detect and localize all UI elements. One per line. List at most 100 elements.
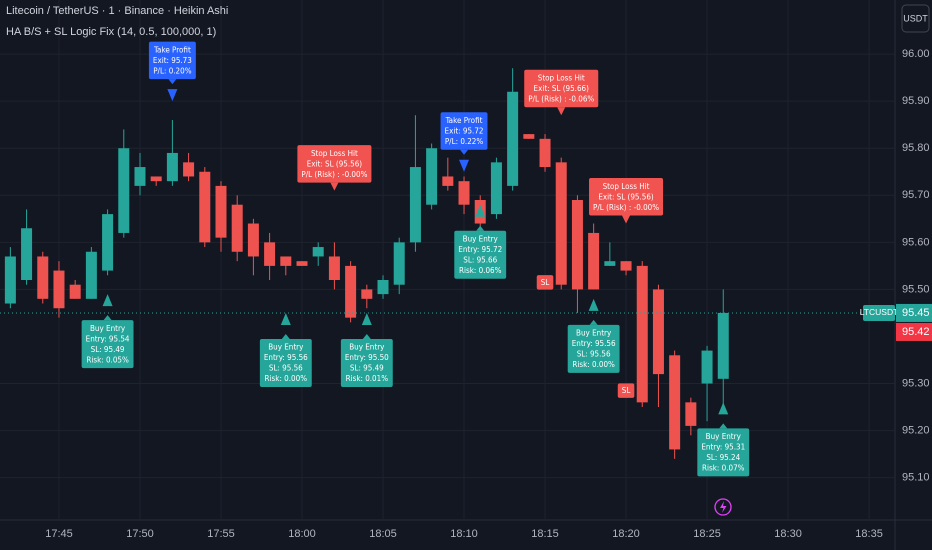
currency-label[interactable]: USDT [903, 13, 928, 23]
annotation-text: Exit: 95.73 [153, 56, 192, 65]
price-label: 95.42 [902, 326, 930, 338]
candle-body [102, 214, 114, 271]
annotation-text: Stop Loss Hit [311, 149, 358, 158]
annotation-tp: Take Profit Exit: 95.73P/L: 0.20% [148, 41, 196, 102]
box-pointer [557, 107, 566, 116]
annotation-text: Entry: 95.56 [264, 353, 308, 362]
annotation-text: SL: 95.56 [577, 350, 611, 359]
box-pointer [476, 225, 485, 231]
annotation-text: P/L: 0.22% [445, 137, 484, 146]
candle-body [669, 355, 681, 450]
y-tick-label: 96.00 [902, 48, 930, 60]
plot [0, 68, 895, 459]
box-pointer [622, 215, 631, 224]
x-tick-label: 18:35 [855, 528, 883, 540]
candle-body [620, 261, 632, 271]
symbol-line: Litecoin / TetherUS · 1 · Binance · Heik… [6, 5, 228, 17]
box-pointer [103, 315, 112, 321]
annotation-box [697, 428, 750, 477]
box-pointer [168, 79, 177, 85]
annotation-box [536, 275, 554, 290]
candle-body [555, 162, 567, 285]
buy-marker [588, 298, 599, 311]
candle-body [652, 289, 664, 375]
annotation-text: Risk: 0.07% [702, 464, 745, 473]
y-tick-label: 95.30 [902, 377, 930, 389]
alert-icon[interactable] [714, 498, 732, 516]
candle-body [604, 261, 616, 266]
alert-bolt [720, 501, 727, 513]
annotation-text: Buy Entry [349, 343, 385, 352]
annotation-text: P/L: 0.20% [153, 66, 192, 75]
candle-body [231, 204, 243, 252]
box-pointer [589, 319, 598, 325]
annotation-tp: Take Profit Exit: 95.72P/L: 0.22% [440, 112, 488, 172]
annotation-text: Entry: 95.50 [345, 353, 389, 362]
annotation-text: P/L (Risk) : -0.06% [528, 95, 594, 104]
annotation-text: Risk: 0.00% [265, 374, 308, 383]
candle-body [199, 171, 211, 243]
annotation-tag: SL [536, 275, 554, 290]
annotation-text: SL: 95.66 [463, 255, 497, 264]
y-tick-label: 95.80 [902, 142, 930, 154]
annotation-text: SL [622, 386, 631, 395]
candle-body [312, 247, 324, 257]
annotation-text: Take Profit [445, 116, 483, 125]
candle-body [150, 176, 162, 182]
candle-body [701, 350, 713, 384]
x-tick-label: 17:45 [45, 528, 73, 540]
candle-body [571, 200, 583, 290]
annotation-box [148, 41, 196, 80]
annotation-text: Entry: 95.31 [701, 443, 745, 452]
annotation-box [617, 383, 635, 398]
candle-body [328, 256, 340, 280]
y-tick-label: 95.10 [902, 472, 930, 484]
y-tick-label: 95.60 [902, 236, 930, 248]
candle-body [345, 265, 357, 318]
annotation-text: Exit: SL (95.56) [598, 192, 654, 201]
box-pointer [719, 423, 728, 429]
annotation-box [567, 324, 620, 373]
candle-body [361, 289, 373, 299]
candle-body [247, 223, 259, 257]
buy-marker [361, 312, 372, 325]
axes: 95.10 95.20 95.30 95.50 95.60 95.70 95.80 95.90… [45, 48, 932, 540]
annotation-text: Stop Loss Hit [603, 182, 650, 191]
candle-body [264, 242, 276, 266]
y-tick-label: 95.70 [902, 189, 930, 201]
currency-button[interactable] [901, 4, 930, 33]
annotation-text: Risk: 0.06% [459, 266, 502, 275]
candle-body [296, 261, 308, 266]
annotation-text: Entry: 95.54 [86, 334, 130, 343]
annotation-text: SL: 95.49 [350, 364, 384, 373]
candle-body [523, 134, 535, 139]
take-profit-marker [167, 89, 178, 102]
candle-body [53, 270, 65, 309]
annotation-text: Risk: 0.00% [572, 360, 615, 369]
take-profit-marker [459, 159, 470, 172]
annotation-text: Buy Entry [706, 432, 742, 441]
price-badge [896, 303, 932, 322]
annotation-text: Entry: 95.72 [458, 245, 502, 254]
box-pointer [330, 182, 339, 191]
annotation-box [297, 145, 372, 183]
annotations: Buy Entry Entry: 95.54 SL: 95.49 Risk: 0.05… [81, 41, 750, 477]
annotation-text: Exit: SL (95.66) [534, 84, 590, 93]
box-pointer [281, 333, 290, 339]
annotation-text: Entry: 95.56 [572, 339, 616, 348]
candle-body [69, 284, 81, 299]
annotation-box [454, 230, 507, 279]
candle-body [458, 181, 470, 205]
annotation-text: Buy Entry [463, 234, 499, 243]
annotation-box [340, 338, 393, 387]
annotation-text: Risk: 0.05% [86, 355, 129, 364]
candle-body [717, 312, 729, 379]
candle-body [183, 162, 195, 177]
